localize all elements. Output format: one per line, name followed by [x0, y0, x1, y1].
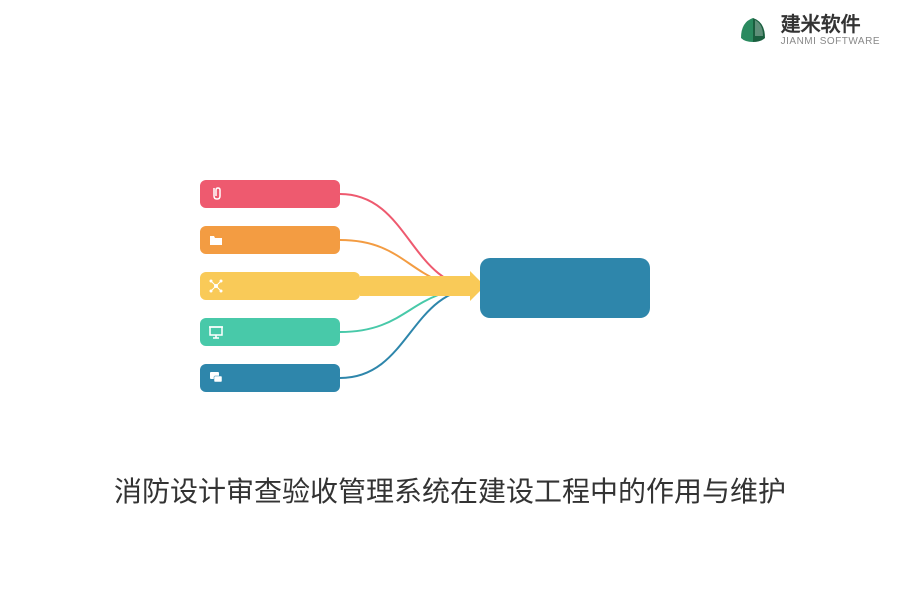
arrow-icon	[360, 276, 485, 296]
source-bar-0	[200, 180, 340, 208]
chat-icon	[208, 370, 224, 386]
flow-diagram	[200, 180, 720, 430]
source-bar-2	[200, 272, 360, 300]
source-bar-4	[200, 364, 340, 392]
logo-icon	[733, 10, 773, 50]
presentation-icon	[208, 324, 224, 340]
caption-text: 消防设计审查验收管理系统在建设工程中的作用与维护	[0, 470, 900, 510]
paperclip-icon	[208, 186, 224, 202]
source-bar-1	[200, 226, 340, 254]
network-icon	[208, 278, 224, 294]
logo-name-cn: 建米软件	[781, 14, 880, 36]
connector-3	[340, 288, 480, 378]
brand-logo: 建米软件 JIANMI SOFTWARE	[733, 10, 880, 50]
source-bar-3	[200, 318, 340, 346]
logo-text: 建米软件 JIANMI SOFTWARE	[781, 14, 880, 47]
connector-0	[340, 194, 480, 288]
folder-icon	[208, 232, 224, 248]
target-box	[480, 258, 650, 318]
logo-name-en: JIANMI SOFTWARE	[781, 36, 880, 47]
